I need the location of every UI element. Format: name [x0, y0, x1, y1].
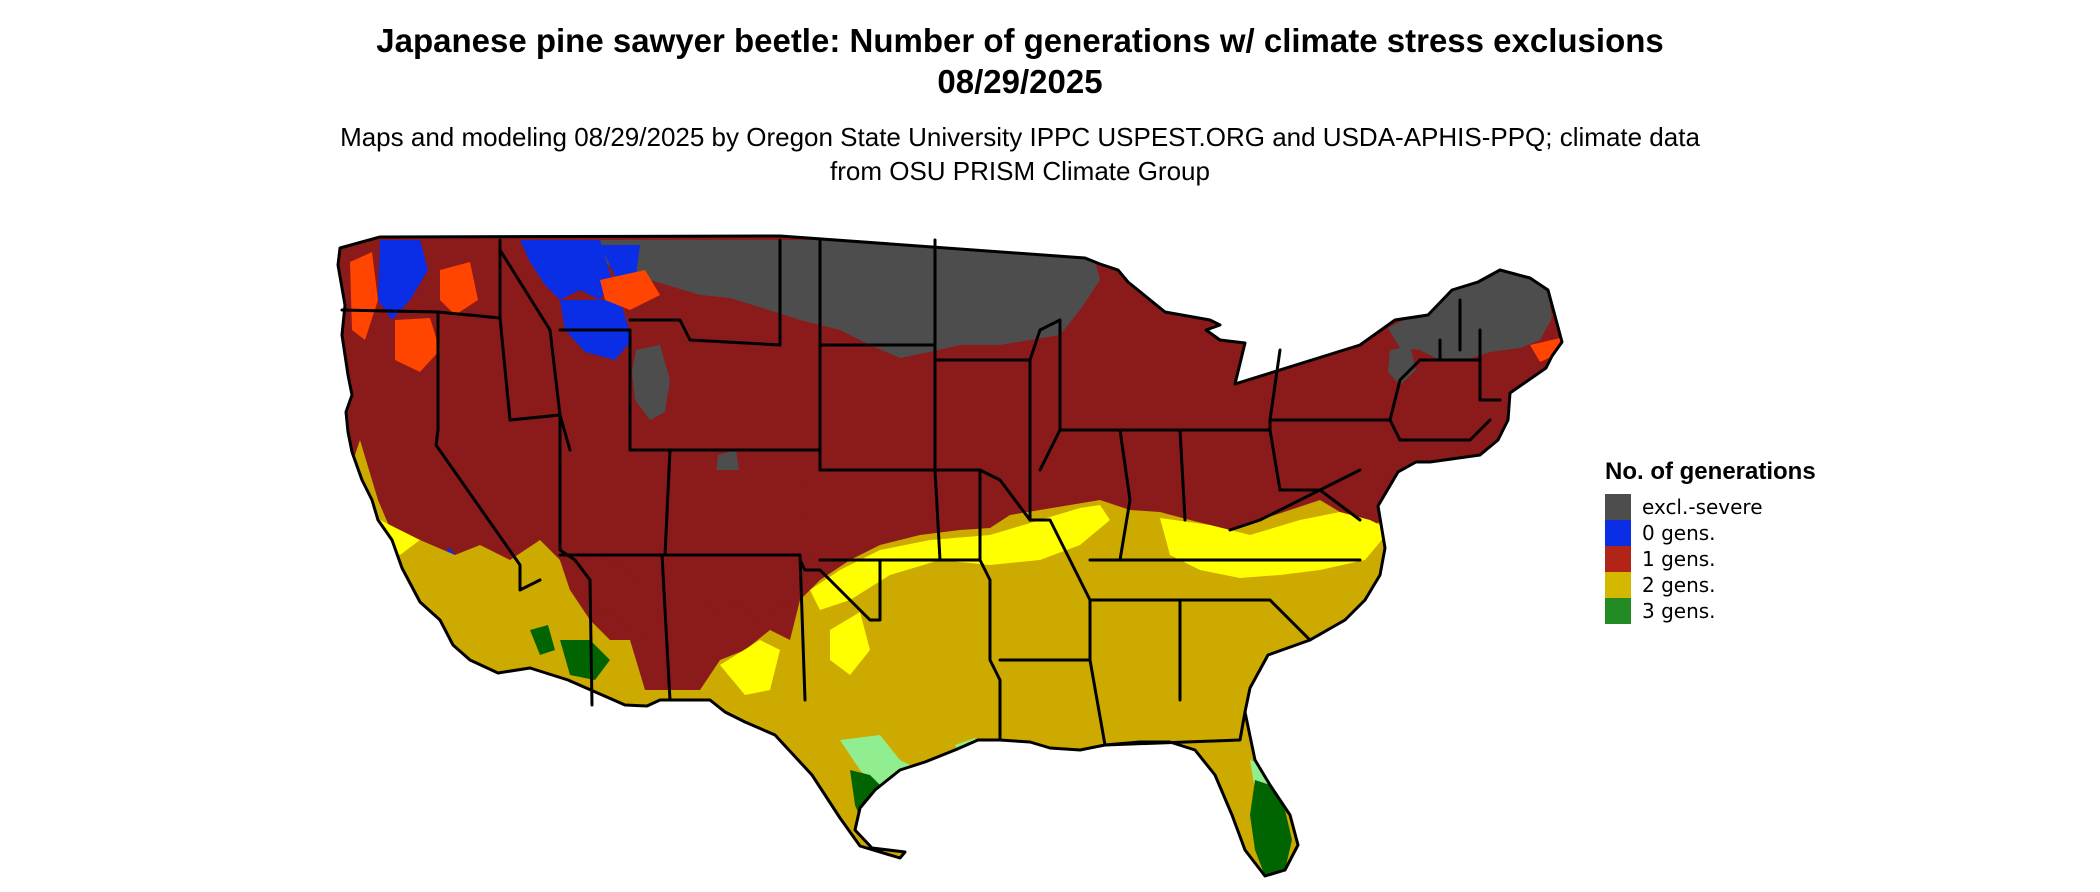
legend-label-excluded: excl.-severe: [1642, 495, 1763, 519]
one-gen-light-region: [350, 252, 1562, 372]
legend-swatch-2-gens: [1605, 572, 1631, 598]
legend-swatch-0-gens: [1605, 520, 1631, 546]
map-fill: [338, 236, 1562, 876]
one-gen-southwest-region: [560, 470, 810, 660]
legend-label-3-gens: 3 gens.: [1642, 599, 1716, 623]
legend-label-2-gens: 2 gens.: [1642, 573, 1716, 597]
legend-label-1-gens: 1 gens.: [1642, 547, 1716, 571]
state-borders: [336, 234, 1564, 878]
legend-label-0-gens: 0 gens.: [1642, 521, 1716, 545]
legend-item-3-gens: 3 gens.: [1605, 598, 1816, 624]
legend-swatch-1-gens: [1605, 546, 1631, 572]
map-subtitle: Maps and modeling 08/29/2025 by Oregon S…: [340, 122, 1700, 186]
legend-title: No. of generations: [1605, 458, 1816, 485]
legend: No. of generations excl.-severe 0 gens. …: [1605, 458, 1816, 624]
legend-item-1-gens: 1 gens.: [1605, 546, 1816, 572]
legend-item-excluded: excl.-severe: [1605, 494, 1816, 520]
legend-item-0-gens: 0 gens.: [1605, 520, 1816, 546]
legend-swatch-3-gens: [1605, 598, 1631, 624]
legend-item-2-gens: 2 gens.: [1605, 572, 1816, 598]
map-title: Japanese pine sawyer beetle: Number of g…: [376, 22, 1664, 100]
legend-swatch-excluded: [1605, 494, 1631, 520]
title-block: Japanese pine sawyer beetle: Number of g…: [330, 20, 1710, 188]
